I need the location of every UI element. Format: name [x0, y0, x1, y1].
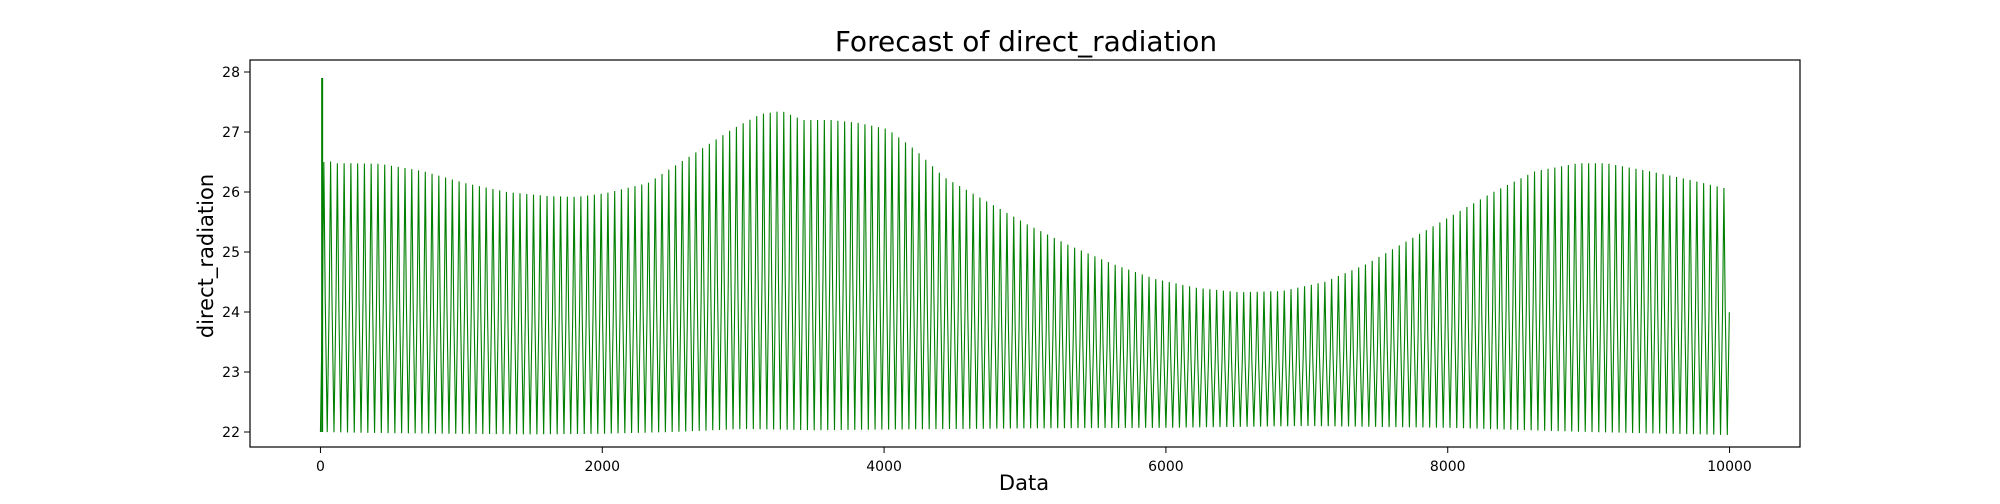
y-tick-label: 23 — [222, 365, 240, 381]
y-tick-label: 26 — [222, 185, 240, 201]
chart-title: Forecast of direct_radiation — [835, 25, 1217, 58]
x-tick-label: 4000 — [866, 459, 902, 475]
y-tick-label: 24 — [222, 305, 240, 321]
y-tick-label: 25 — [222, 245, 240, 261]
x-tick-label: 2000 — [584, 459, 620, 475]
x-tick-label: 10000 — [1707, 459, 1752, 475]
x-axis-label: Data — [999, 471, 1049, 495]
x-tick-label: 6000 — [1148, 459, 1184, 475]
y-tick-label: 22 — [222, 425, 240, 441]
plot-frame — [249, 59, 1801, 448]
x-tick-label: 0 — [316, 459, 325, 475]
y-axis-ticks: 22 23 24 25 26 27 28 — [222, 65, 250, 441]
y-tick-label: 27 — [222, 125, 240, 141]
y-axis-label: direct_radiation — [194, 174, 219, 338]
x-tick-label: 8000 — [1430, 459, 1466, 475]
x-axis-ticks: 0 2000 4000 6000 8000 10000 — [316, 447, 1752, 475]
forecast-series-line — [319, 111, 1730, 435]
plot-area — [319, 78, 1730, 435]
y-tick-label: 28 — [222, 65, 240, 81]
